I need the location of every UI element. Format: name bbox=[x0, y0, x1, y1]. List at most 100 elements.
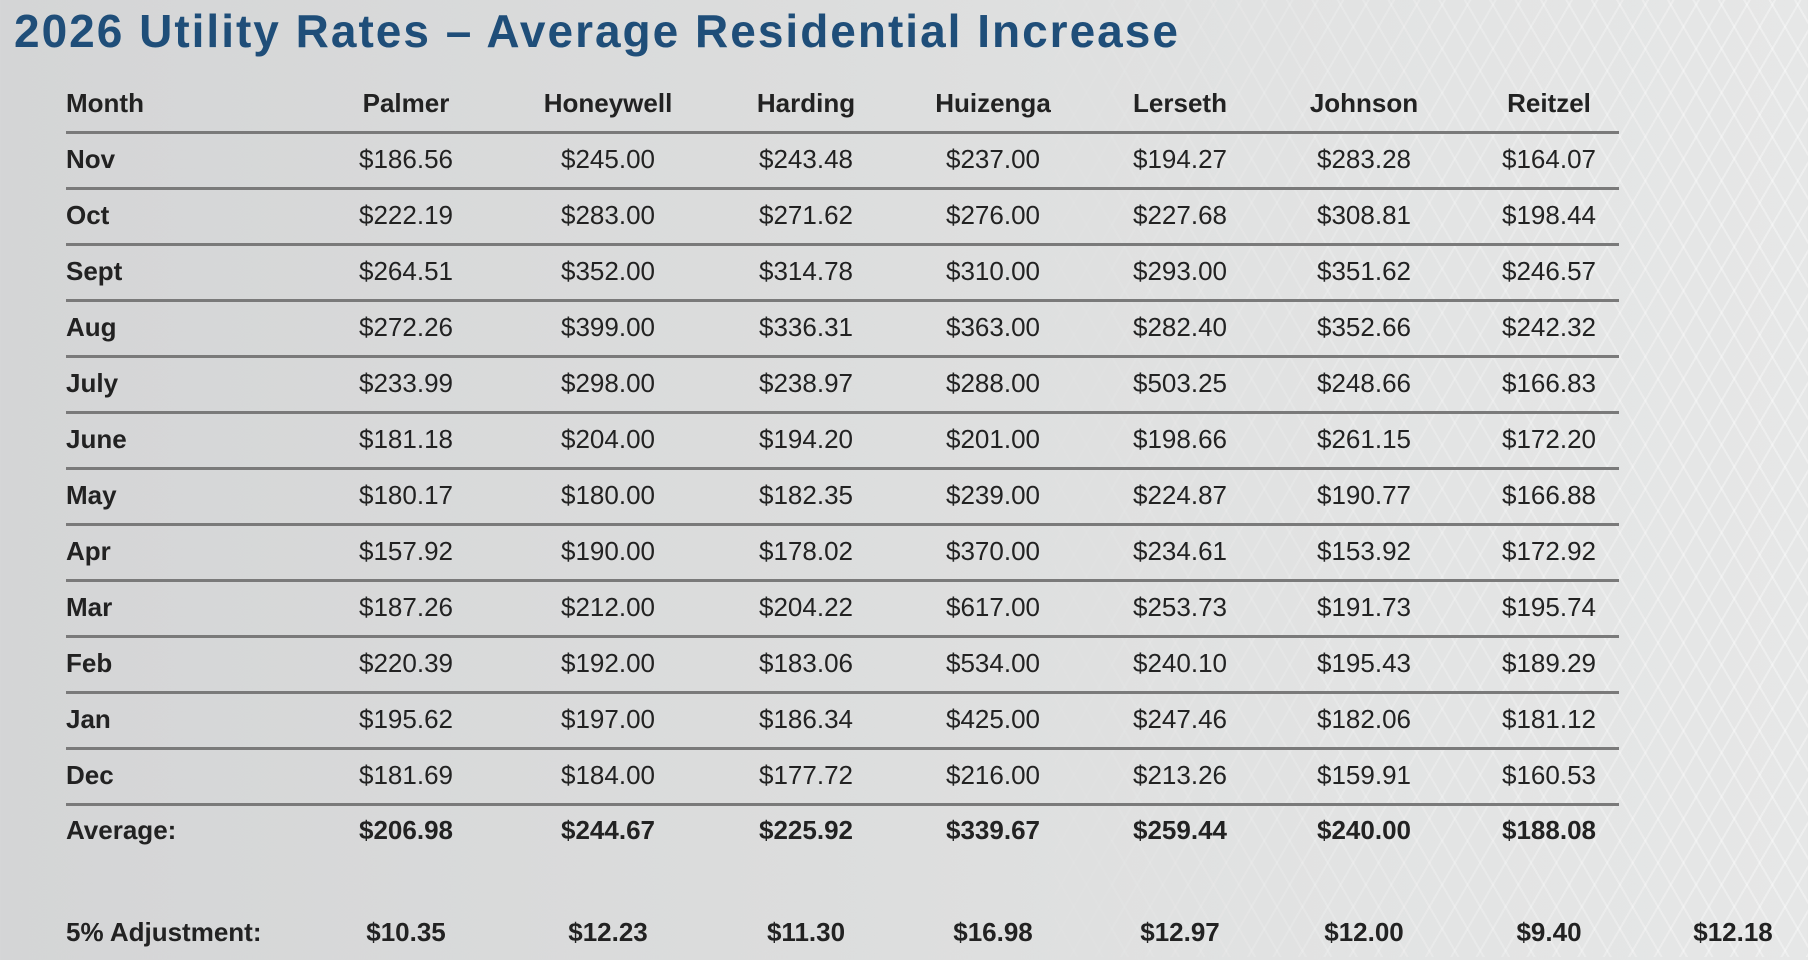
value-cell: $336.31 bbox=[759, 312, 853, 342]
table-row: May $180.17 $180.00 $182.35 $239.00 $224.87 $1… bbox=[66, 467, 1619, 526]
value-cell: $10.35 bbox=[366, 917, 446, 947]
table-row: Apr $157.92 $190.00 $178.02 $370.00 $234.61 $1… bbox=[66, 523, 1619, 582]
month-label: Oct bbox=[66, 200, 110, 230]
value-cell: $272.26 bbox=[359, 312, 453, 342]
value-cell: $246.57 bbox=[1502, 256, 1596, 286]
value-cell: $261.15 bbox=[1317, 424, 1411, 454]
value-cell: $314.78 bbox=[759, 256, 853, 286]
value-cell: $220.39 bbox=[359, 648, 453, 678]
value-cell: $181.12 bbox=[1502, 704, 1596, 734]
table-row: July $233.99 $298.00 $238.97 $288.00 $503.25 $… bbox=[66, 355, 1619, 414]
value-cell: $189.29 bbox=[1502, 648, 1596, 678]
value-cell: $12.23 bbox=[568, 917, 648, 947]
value-cell: $227.68 bbox=[1133, 200, 1227, 230]
page-title: 2026 Utility Rates – Average Residential… bbox=[14, 5, 1180, 57]
value-cell: $308.81 bbox=[1317, 200, 1411, 230]
average-row: Average: $206.98 $244.67 $225.92 $339.67 $259… bbox=[66, 802, 1619, 858]
value-cell: $178.02 bbox=[759, 536, 853, 566]
adjustment-row: 5% Adjustment: $10.35 $12.23 $11.30 $16.98 $1… bbox=[66, 904, 1773, 960]
value-cell: $225.92 bbox=[759, 815, 853, 845]
month-label: Mar bbox=[66, 592, 113, 622]
value-cell: $153.92 bbox=[1317, 536, 1411, 566]
value-cell: $204.22 bbox=[759, 592, 853, 622]
value-cell: $243.48 bbox=[759, 144, 853, 174]
value-cell: $213.26 bbox=[1133, 760, 1227, 790]
value-cell: $190.77 bbox=[1317, 480, 1411, 510]
table-row: Aug $272.26 $399.00 $336.31 $363.00 $282.40 $3… bbox=[66, 299, 1619, 358]
value-cell: $370.00 bbox=[946, 536, 1040, 566]
value-cell: $212.00 bbox=[561, 592, 655, 622]
month-label: Apr bbox=[66, 536, 111, 566]
column-header: Reitzel bbox=[1507, 88, 1591, 118]
value-cell: $239.00 bbox=[946, 480, 1040, 510]
value-cell: $282.40 bbox=[1133, 312, 1227, 342]
value-cell: $198.44 bbox=[1502, 200, 1596, 230]
month-label: May bbox=[66, 480, 117, 510]
adjustment-label: 5% Adjustment: bbox=[66, 917, 262, 947]
column-header: Palmer bbox=[362, 88, 450, 118]
table-row: Sept $264.51 $352.00 $314.78 $310.00 $293.00 $… bbox=[66, 243, 1619, 302]
value-cell: $339.67 bbox=[946, 815, 1040, 845]
value-cell: $425.00 bbox=[946, 704, 1040, 734]
background-pattern bbox=[1000, 0, 1808, 957]
value-cell: $195.74 bbox=[1502, 592, 1596, 622]
average-label: Average: bbox=[66, 815, 177, 845]
value-cell: $12.18 bbox=[1693, 917, 1773, 947]
value-cell: $195.43 bbox=[1317, 648, 1411, 678]
value-cell: $206.98 bbox=[359, 815, 453, 845]
column-header: Lerseth bbox=[1133, 88, 1227, 118]
value-cell: $240.10 bbox=[1133, 648, 1227, 678]
table-row: Dec $181.69 $184.00 $177.72 $216.00 $213.26 $1… bbox=[66, 747, 1619, 806]
value-cell: $534.00 bbox=[946, 648, 1040, 678]
table-row: Jan $195.62 $197.00 $186.34 $425.00 $247.46 $1… bbox=[66, 691, 1619, 750]
value-cell: $293.00 bbox=[1133, 256, 1227, 286]
value-cell: $351.62 bbox=[1317, 256, 1411, 286]
value-cell: $157.92 bbox=[359, 536, 453, 566]
value-cell: $224.87 bbox=[1133, 480, 1227, 510]
value-cell: $201.00 bbox=[946, 424, 1040, 454]
value-cell: $188.08 bbox=[1502, 815, 1596, 845]
month-label: July bbox=[66, 368, 119, 398]
value-cell: $283.00 bbox=[561, 200, 655, 230]
value-cell: $271.62 bbox=[759, 200, 853, 230]
value-cell: $182.06 bbox=[1317, 704, 1411, 734]
value-cell: $276.00 bbox=[946, 200, 1040, 230]
value-cell: $11.30 bbox=[766, 917, 846, 947]
value-cell: $180.17 bbox=[359, 480, 453, 510]
value-cell: $283.28 bbox=[1317, 144, 1411, 174]
header-row: Month Palmer Honeywell Harding Huizenga Lerse… bbox=[66, 75, 1619, 134]
value-cell: $264.51 bbox=[359, 256, 453, 286]
table-row: Oct $222.19 $283.00 $271.62 $276.00 $227.68 $3… bbox=[66, 187, 1619, 246]
value-cell: $503.25 bbox=[1133, 368, 1227, 398]
table-row: Mar $187.26 $212.00 $204.22 $617.00 $253.73 $1… bbox=[66, 579, 1619, 638]
value-cell: $186.56 bbox=[359, 144, 453, 174]
value-cell: $197.00 bbox=[561, 704, 655, 734]
value-cell: $182.35 bbox=[759, 480, 853, 510]
table-row: Nov $186.56 $245.00 $243.48 $237.00 $194.27 $2… bbox=[66, 131, 1619, 190]
value-cell: $192.00 bbox=[561, 648, 655, 678]
value-cell: $240.00 bbox=[1317, 815, 1411, 845]
value-cell: $244.67 bbox=[561, 815, 655, 845]
value-cell: $181.18 bbox=[359, 424, 453, 454]
value-cell: $172.92 bbox=[1502, 536, 1596, 566]
value-cell: $177.72 bbox=[759, 760, 853, 790]
value-cell: $204.00 bbox=[561, 424, 655, 454]
value-cell: $160.53 bbox=[1502, 760, 1596, 790]
value-cell: $237.00 bbox=[946, 144, 1040, 174]
value-cell: $352.66 bbox=[1317, 312, 1411, 342]
value-cell: $247.46 bbox=[1133, 704, 1227, 734]
value-cell: $186.34 bbox=[759, 704, 853, 734]
value-cell: $159.91 bbox=[1317, 760, 1411, 790]
value-cell: $194.20 bbox=[759, 424, 853, 454]
value-cell: $195.62 bbox=[359, 704, 453, 734]
value-cell: $164.07 bbox=[1502, 144, 1596, 174]
value-cell: $190.00 bbox=[561, 536, 655, 566]
value-cell: $399.00 bbox=[561, 312, 655, 342]
value-cell: $183.06 bbox=[759, 648, 853, 678]
value-cell: $181.69 bbox=[359, 760, 453, 790]
value-cell: $242.32 bbox=[1502, 312, 1596, 342]
value-cell: $234.61 bbox=[1133, 536, 1227, 566]
value-cell: $363.00 bbox=[946, 312, 1040, 342]
value-cell: $12.97 bbox=[1140, 917, 1220, 947]
value-cell: $194.27 bbox=[1133, 144, 1227, 174]
